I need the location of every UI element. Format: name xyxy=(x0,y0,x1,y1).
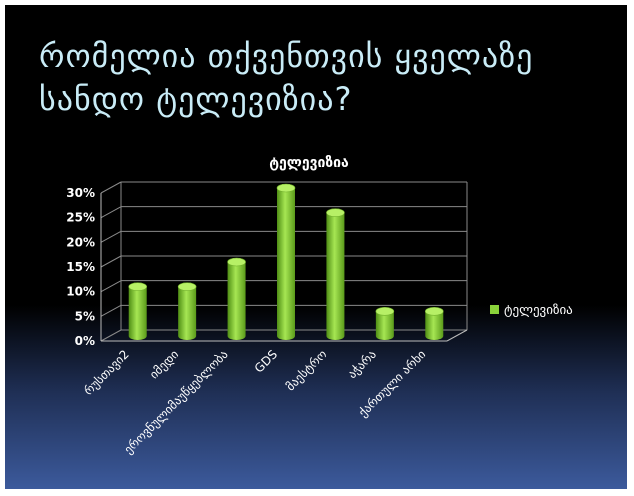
bar-top xyxy=(177,282,197,291)
legend: ტელევიზია xyxy=(490,303,573,318)
bar-top xyxy=(128,282,148,291)
y-tick-label: 15% xyxy=(66,260,95,274)
bar-top xyxy=(326,208,345,217)
x-tick-label: მაესტრო xyxy=(283,347,329,393)
gridline-side xyxy=(100,206,122,219)
x-tick-label: აჭარა xyxy=(345,347,379,381)
bar-top xyxy=(276,183,296,193)
gridline-side xyxy=(100,280,122,293)
chart-title: ტელევიზია xyxy=(269,155,349,171)
slide-background: რომელია თქვენთვის ყველაზე სანდო ტელევიზი… xyxy=(5,5,627,489)
y-tick-label: 10% xyxy=(66,285,95,299)
y-tick-label: 20% xyxy=(66,235,95,249)
legend-label: ტელევიზია xyxy=(504,303,573,318)
bar xyxy=(128,286,147,340)
y-tick-label: 30% xyxy=(66,186,95,200)
bar xyxy=(326,212,345,340)
bar-top xyxy=(375,307,395,316)
y-tick-label: 0% xyxy=(75,334,95,348)
y-tick-label: 25% xyxy=(66,211,95,225)
bar xyxy=(227,262,246,340)
bar-top xyxy=(227,257,246,267)
gridline-side xyxy=(100,255,122,268)
x-tick-label: ეროვნულიმაუწყებლობა xyxy=(121,347,230,456)
bar xyxy=(178,286,197,340)
slide-title: რომელია თქვენთვის ყველაზე სანდო ტელევიზი… xyxy=(39,37,534,118)
plot-area: 0% 5% 10% 15% 20% 25% 30% რუსთავი2 იმედიეროვნული… xyxy=(66,181,468,457)
gridline-side xyxy=(100,181,122,194)
gridline-side xyxy=(100,230,122,243)
bar-top xyxy=(424,307,444,316)
gridline-side xyxy=(100,329,122,342)
x-tick-label: რუსთავი2 xyxy=(81,347,132,398)
bar xyxy=(425,311,444,340)
bar xyxy=(375,311,394,340)
bar-chart: ტელევიზია 0% 5% 10% 15% 20% 25% 30% რუსთავი2 იმე… xyxy=(66,155,573,457)
legend-swatch xyxy=(490,305,499,314)
floor-edge xyxy=(446,329,468,342)
x-tick-label: იმედი xyxy=(147,347,181,381)
x-tick-label: GDS xyxy=(252,347,280,375)
gridline-side xyxy=(100,304,122,317)
y-tick-label: 5% xyxy=(75,309,95,323)
bar xyxy=(277,188,295,340)
